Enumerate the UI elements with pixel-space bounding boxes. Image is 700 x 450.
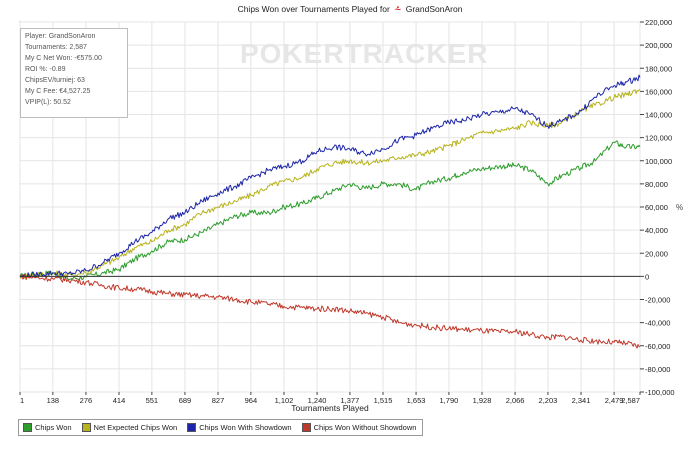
legend-label-with-showdown: Chips Won With Showdown [199, 423, 292, 432]
stats-player: Player: GrandSonAron [25, 33, 96, 40]
x-tick-label: 689 [179, 396, 192, 405]
x-tick-label: 1,790 [440, 396, 459, 405]
x-tick-label: 2,066 [506, 396, 525, 405]
y-tick-label: 60,000 [645, 203, 668, 212]
stats-vpip: VPIP(L): 50.52 [25, 99, 71, 106]
axes: 220,000200,000180,000160,000140,000120,0… [19, 18, 675, 405]
x-tick-label: 2,587 [621, 396, 640, 405]
legend-label-net-expected: Net Expected Chips Won [93, 423, 178, 432]
percent-axis-marker: % [676, 203, 684, 212]
x-tick-label: 1,653 [407, 396, 426, 405]
y-tick-label: 120,000 [645, 134, 672, 143]
x-tick-label: 827 [212, 396, 225, 405]
series-line-4 [19, 273, 641, 349]
legend-swatch-chips-won [23, 423, 32, 432]
y-tick-label: 0 [645, 272, 649, 281]
legend-swatch-net-expected [81, 423, 91, 432]
x-tick-label: 551 [146, 396, 159, 405]
x-tick-label: 1 [20, 396, 24, 405]
y-tick-label: -100,000 [645, 388, 675, 397]
legend-label-chips-won: Chips Won [35, 423, 72, 432]
y-tick-label: -80,000 [645, 365, 670, 374]
y-tick-label: 80,000 [645, 180, 668, 189]
x-tick-label: 138 [47, 396, 60, 405]
x-tick-label: 276 [80, 396, 93, 405]
y-tick-label: 100,000 [645, 157, 672, 166]
legend-swatch-without-showdown [301, 423, 311, 432]
stats-roi: ROI %: -0.89 [25, 66, 66, 73]
y-tick-label: 200,000 [645, 41, 672, 50]
y-tick-label: -40,000 [645, 319, 670, 328]
x-tick-label: 2,341 [572, 396, 591, 405]
stats-chipsev: ChipsEV/turniej: 63 [25, 77, 85, 84]
pokertracker-logo-icon: ⩪ [394, 4, 402, 14]
y-tick-label: 180,000 [645, 64, 672, 73]
legend-item-chips-won[interactable]: Chips Won [19, 423, 78, 432]
legend-item-without-showdown[interactable]: Chips Won Without Showdown [298, 423, 423, 432]
series-line-1 [19, 140, 641, 281]
y-tick-label: 140,000 [645, 111, 672, 120]
stats-panel: Player: GrandSonAron Tournaments: 2,587 … [20, 28, 128, 118]
legend-swatch-with-showdown [187, 423, 197, 432]
x-axis-title: Tournaments Played [291, 403, 369, 413]
x-tick-label: 964 [245, 396, 258, 405]
legend-item-net-expected[interactable]: Net Expected Chips Won [78, 423, 184, 432]
stats-tournaments: Tournaments: 2,587 [25, 44, 87, 51]
legend-label-without-showdown: Chips Won Without Showdown [313, 423, 417, 432]
y-tick-label: 220,000 [645, 18, 672, 27]
x-tick-label: 1,928 [473, 396, 492, 405]
stats-fee: My C Fee: €4,527.25 [25, 88, 91, 95]
y-tick-label: -60,000 [645, 342, 670, 351]
x-tick-label: 1,102 [275, 396, 294, 405]
y-tick-label: 40,000 [645, 226, 668, 235]
x-tick-label: 1,240 [308, 396, 327, 405]
x-tick-label: 414 [113, 396, 126, 405]
x-tick-label: 2,479 [605, 396, 624, 405]
chart-title: Chips Won over Tournaments Played for ⩪ … [0, 4, 700, 15]
legend-item-with-showdown[interactable]: Chips Won With Showdown [183, 423, 297, 432]
y-tick-label: 160,000 [645, 87, 672, 96]
series-line-3 [19, 74, 641, 279]
series-lines [19, 74, 641, 349]
y-tick-label: 20,000 [645, 249, 668, 258]
x-tick-label: 2,203 [539, 396, 558, 405]
chart-title-player: GrandSonAron [405, 4, 463, 14]
pokertracker-watermark: POKERTRACKER [240, 38, 489, 69]
chart-title-text: Chips Won over Tournaments Played for [237, 4, 390, 14]
series-line-2 [19, 88, 641, 279]
chart-legend: Chips Won Net Expected Chips Won Chips W… [18, 419, 424, 436]
stats-net-won: My C Net Won: -€575.00 [25, 55, 102, 62]
y-tick-label: -20,000 [645, 296, 670, 305]
x-tick-label: 1,377 [341, 396, 360, 405]
x-tick-label: 1,515 [374, 396, 393, 405]
